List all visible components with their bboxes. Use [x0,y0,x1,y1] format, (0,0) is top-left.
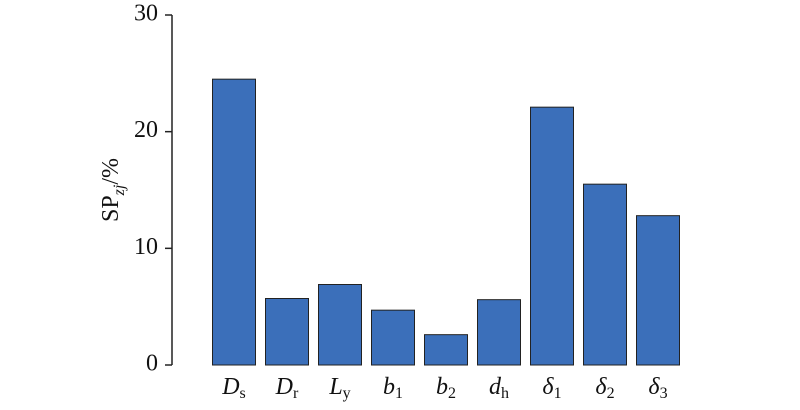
x-tick-label: b2 [436,374,456,402]
x-label-main: δ [648,374,660,400]
bar [636,215,680,366]
x-label-sub: 3 [660,385,668,402]
x-label-sub: y [343,385,351,402]
x-tick-label: dh [489,374,509,402]
bar [424,334,468,366]
x-label-main: D [221,374,239,400]
x-label-main: b [436,374,448,400]
x-label-main: D [275,374,293,400]
x-label-main: L [328,374,342,400]
bar [371,309,415,366]
x-tick-label: Ds [221,374,246,402]
y-tick-label: 10 [134,234,158,260]
x-label-sub: 1 [554,385,562,402]
x-label-main: b [383,374,395,400]
x-tick-label: Ly [328,374,350,402]
x-label-main: d [489,374,502,400]
x-label-main: δ [595,374,607,400]
y-tick-label: 20 [134,117,158,143]
bar [583,183,627,366]
x-tick-label: Dr [275,374,299,402]
y-tick-label: 30 [134,1,158,27]
x-label-sub: r [293,385,299,402]
bar [530,106,574,366]
x-tick-label: δ2 [595,374,614,402]
bar [265,298,309,366]
bar [318,284,362,366]
y-axis-label: SPzj/% [98,158,128,222]
y-tick-label: 0 [146,351,158,377]
bar [212,78,256,366]
y-label-main: SP [98,195,124,222]
x-label-sub: 2 [448,385,456,402]
x-tick-label: δ3 [648,374,667,402]
y-label-sub: zj [111,184,128,196]
x-label-sub: 2 [607,385,615,402]
x-label-sub: 1 [395,385,403,402]
y-label-tail: /% [98,158,124,185]
x-tick-label: b1 [383,374,403,402]
x-tick-label: δ1 [542,374,561,402]
bar [477,299,521,366]
x-label-main: δ [542,374,554,400]
x-label-sub: s [240,385,246,402]
x-label-sub: h [501,385,509,402]
